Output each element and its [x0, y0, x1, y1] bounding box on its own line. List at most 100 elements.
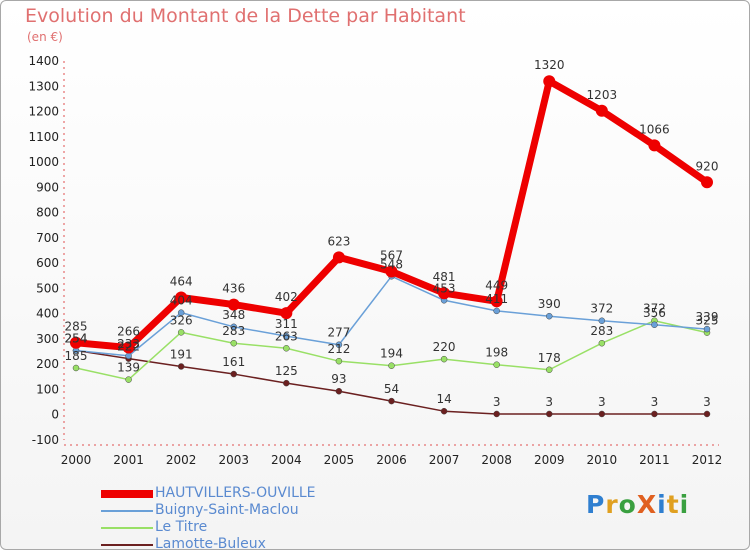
data-label: 178 [538, 351, 561, 365]
data-label: 481 [433, 270, 456, 284]
y-tick-label: 1400 [28, 54, 59, 68]
data-label: 254 [65, 332, 88, 346]
data-point [701, 176, 713, 189]
data-label: 372 [643, 302, 666, 316]
data-point [125, 376, 132, 383]
x-tick-label: 2002 [166, 453, 197, 467]
data-point [227, 298, 240, 311]
data-label: 1320 [534, 58, 565, 72]
proxiti-logo: ProXiti [586, 490, 690, 519]
data-label: 54 [384, 382, 399, 396]
y-tick-label: 0 [51, 408, 59, 422]
data-point [546, 410, 553, 418]
data-point [546, 312, 553, 320]
data-label: 191 [170, 347, 193, 361]
x-tick-label: 2000 [61, 453, 92, 467]
y-tick-label: 900 [36, 180, 59, 194]
chart-title: Evolution du Montant de la Dette par Hab… [25, 5, 466, 27]
data-point [440, 355, 448, 363]
data-point [332, 251, 345, 264]
data-label: 348 [222, 308, 245, 322]
y-tick-label: 200 [36, 357, 59, 371]
data-point [283, 379, 290, 387]
data-point [230, 339, 237, 347]
data-point [703, 410, 711, 418]
data-label: 3 [493, 395, 501, 409]
data-point [598, 317, 606, 324]
legend-label: HAUTVILLERS-OUVILLE [155, 485, 316, 501]
data-point [283, 332, 290, 340]
x-tick-label: 2006 [376, 453, 407, 467]
y-tick-label: 600 [36, 256, 59, 270]
y-tick-label: 1300 [28, 79, 59, 93]
data-point [385, 265, 398, 278]
x-tick-label: 2008 [481, 453, 512, 467]
x-tick-label: 2012 [692, 453, 723, 467]
data-point [598, 410, 606, 418]
data-point [703, 325, 711, 333]
y-tick-label: 1200 [28, 105, 59, 119]
data-label: 436 [222, 282, 245, 296]
data-label: 1066 [639, 122, 670, 136]
data-label: 161 [222, 355, 245, 369]
data-label: 567 [380, 248, 403, 262]
data-label: 402 [275, 290, 298, 304]
y-tick-label: 100 [36, 382, 59, 396]
data-label: 139 [117, 361, 140, 375]
data-label: 3 [703, 395, 711, 409]
data-label: 254 [65, 332, 88, 346]
data-label: 194 [380, 347, 403, 361]
data-label: 185 [65, 349, 88, 363]
x-tick-label: 2007 [429, 453, 460, 467]
data-point [177, 363, 185, 370]
data-point [490, 295, 503, 308]
data-label: 326 [170, 313, 193, 327]
data-label: 325 [696, 314, 719, 328]
x-tick-label: 2010 [587, 453, 618, 467]
data-label: 3 [545, 395, 553, 409]
data-label: 453 [433, 281, 456, 295]
data-point [598, 339, 606, 347]
legend-swatch [101, 510, 153, 512]
data-label: 311 [275, 317, 298, 331]
x-tick-label: 2011 [639, 453, 670, 467]
data-label: 449 [485, 278, 508, 292]
data-label: 3 [598, 395, 606, 409]
data-label: 212 [327, 342, 350, 356]
data-label: 222 [117, 340, 140, 354]
data-label: 285 [65, 320, 88, 334]
data-point [125, 352, 132, 360]
y-tick-label: 800 [36, 206, 59, 220]
data-point [651, 321, 658, 329]
data-label: 548 [380, 257, 403, 271]
data-label: 277 [327, 326, 350, 340]
data-point [493, 410, 500, 418]
line-chart: -100 0 100 200 300 400 500 600 700 800 900 1000 1100… [28, 54, 723, 467]
data-point [493, 361, 500, 368]
legend-label: Le Titre [155, 519, 208, 535]
data-point [595, 104, 608, 117]
x-tick-label: 2001 [113, 453, 144, 467]
legend-label: Lamotte-Buleux [155, 536, 266, 550]
data-point [440, 407, 448, 415]
data-point [335, 387, 343, 395]
data-label: 356 [643, 306, 666, 320]
data-point [72, 364, 80, 372]
data-label: 263 [275, 329, 298, 343]
data-label: 14 [436, 392, 451, 406]
y-tick-label: 1000 [28, 155, 59, 169]
y-tick-label: 400 [36, 307, 59, 321]
x-tick-label: 2004 [271, 453, 302, 467]
data-label: 198 [485, 346, 508, 360]
data-point [230, 370, 237, 378]
data-label: 283 [590, 324, 613, 338]
data-point [335, 357, 343, 365]
data-point [70, 336, 82, 349]
data-label: 233 [117, 337, 140, 351]
data-point [230, 323, 237, 331]
y-tick-label: -100 [32, 433, 59, 447]
data-point [335, 341, 343, 348]
data-label: 220 [433, 340, 456, 354]
y-tick-label: 300 [36, 332, 59, 346]
